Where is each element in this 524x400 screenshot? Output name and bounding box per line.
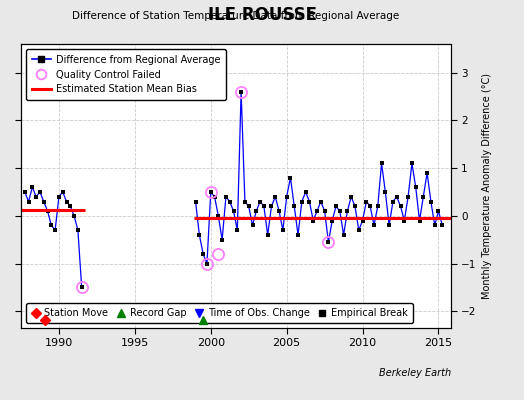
Point <box>362 198 370 205</box>
Title: Difference of Station Temperature Data from Regional Average: Difference of Station Temperature Data f… <box>72 11 399 21</box>
Point <box>32 194 40 200</box>
Point <box>374 203 382 210</box>
Point <box>36 189 44 195</box>
Text: Berkeley Earth: Berkeley Earth <box>378 368 451 378</box>
Point <box>286 174 294 181</box>
Point <box>78 284 86 291</box>
Point <box>230 208 238 214</box>
Point <box>39 198 48 205</box>
Point <box>210 194 219 200</box>
Point <box>335 208 344 214</box>
Point <box>355 227 363 233</box>
Point <box>347 194 355 200</box>
Point <box>233 227 242 233</box>
Point <box>282 194 291 200</box>
Point <box>438 222 446 228</box>
Point <box>267 203 276 210</box>
Point <box>191 198 200 205</box>
Point <box>222 194 230 200</box>
Point <box>279 227 287 233</box>
Point <box>59 189 67 195</box>
Point <box>241 198 249 205</box>
Point <box>324 239 333 245</box>
Point <box>206 189 215 195</box>
Point <box>434 208 443 214</box>
Point <box>24 198 32 205</box>
Point <box>20 189 29 195</box>
Point <box>305 198 314 205</box>
Point <box>271 194 279 200</box>
Point <box>54 194 63 200</box>
Point <box>381 189 389 195</box>
Point <box>260 203 268 210</box>
Point <box>332 203 340 210</box>
Point <box>370 222 378 228</box>
Point <box>366 203 374 210</box>
Y-axis label: Monthly Temperature Anomaly Difference (°C): Monthly Temperature Anomaly Difference (… <box>482 73 492 299</box>
Point <box>294 232 302 238</box>
Point <box>377 160 386 166</box>
Point <box>431 222 439 228</box>
Point <box>195 232 203 238</box>
Point <box>416 218 424 224</box>
Point <box>351 203 359 210</box>
Point <box>290 203 299 210</box>
Point <box>43 208 52 214</box>
Point <box>419 194 428 200</box>
Point <box>427 198 435 205</box>
Point <box>423 170 431 176</box>
Point <box>245 203 253 210</box>
Point <box>404 194 412 200</box>
Point <box>358 218 367 224</box>
Point <box>275 208 283 214</box>
Point <box>328 218 336 224</box>
Legend: Station Move, Record Gap, Time of Obs. Change, Empirical Break: Station Move, Record Gap, Time of Obs. C… <box>26 304 412 323</box>
Point <box>28 184 37 190</box>
Point <box>252 208 260 214</box>
Point <box>264 232 272 238</box>
Point <box>392 194 401 200</box>
Point <box>62 198 71 205</box>
Point <box>47 222 56 228</box>
Point <box>298 198 306 205</box>
Point <box>70 213 78 219</box>
Point <box>214 213 223 219</box>
Point <box>396 203 405 210</box>
Point <box>199 251 208 257</box>
Text: ILE ROUSSE: ILE ROUSSE <box>208 6 316 24</box>
Point <box>385 222 394 228</box>
Point <box>340 232 348 238</box>
Point <box>400 218 409 224</box>
Point <box>248 222 257 228</box>
Point <box>321 208 329 214</box>
Point <box>218 236 226 243</box>
Point <box>74 227 82 233</box>
Point <box>203 260 211 267</box>
Point <box>411 184 420 190</box>
Point <box>225 198 234 205</box>
Point <box>301 189 310 195</box>
Point <box>343 208 352 214</box>
Point <box>389 198 397 205</box>
Point <box>66 203 74 210</box>
Point <box>309 218 318 224</box>
Point <box>256 198 264 205</box>
Point <box>408 160 416 166</box>
Point <box>313 208 321 214</box>
Point <box>237 88 245 95</box>
Point <box>51 227 59 233</box>
Point <box>316 198 325 205</box>
